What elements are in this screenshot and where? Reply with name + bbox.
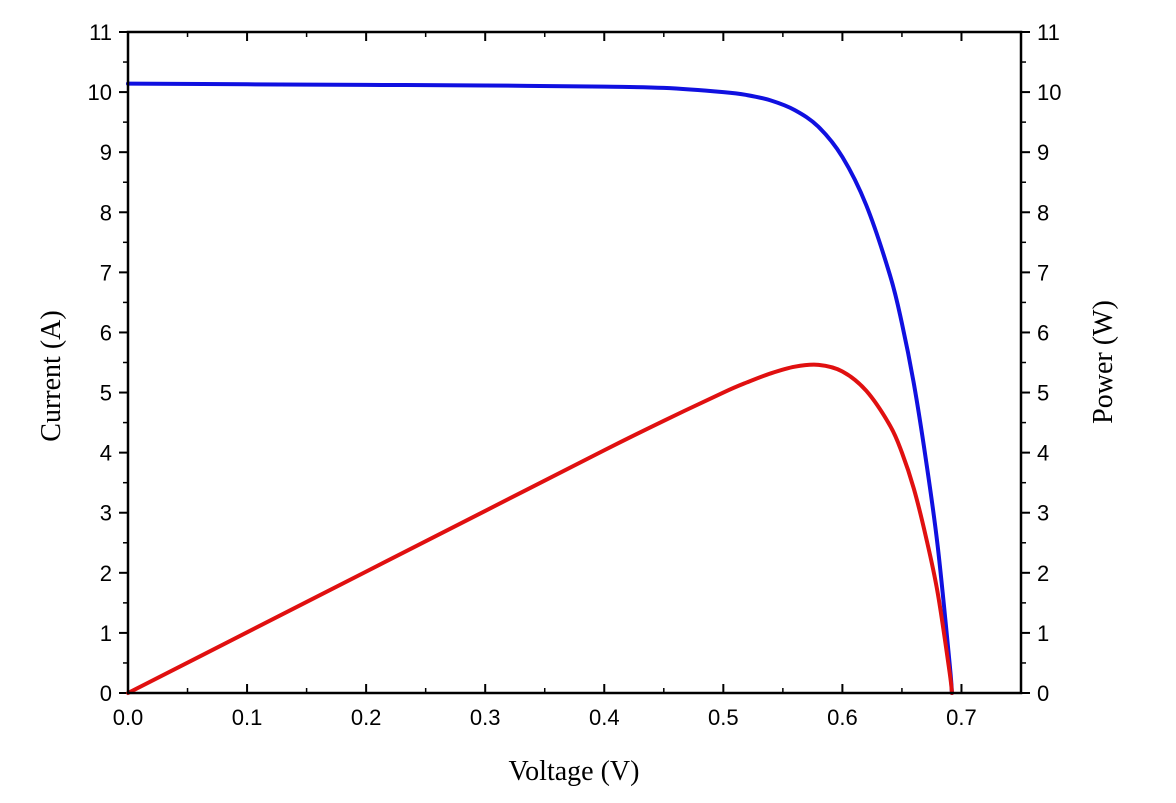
- y-axis-title-right: Power (W): [1088, 300, 1119, 424]
- y-left-tick-label: 0: [100, 681, 112, 706]
- y-left-tick-label: 1: [100, 621, 112, 646]
- y-right-tick-label: 7: [1037, 260, 1049, 285]
- y-right-tick-label: 9: [1037, 140, 1049, 165]
- x-axis-title: Voltage (V): [509, 756, 640, 787]
- ticks-layer: [119, 31, 1030, 694]
- y-left-tick-label: 7: [100, 260, 112, 285]
- y-right-tick-label: 0: [1037, 681, 1049, 706]
- y-left-tick-label: 8: [100, 200, 112, 225]
- x-tick-label: 0.3: [470, 705, 501, 730]
- y-left-tick-label: 10: [88, 80, 112, 105]
- x-tick-label: 0.7: [946, 705, 977, 730]
- x-tick-label: 0.2: [351, 705, 382, 730]
- tick-labels-layer: 0.0 0.1 0.2 0.3 0.4 0.5 0.6 0.70123456789101101…: [88, 20, 1062, 730]
- y-right-tick-label: 8: [1037, 200, 1049, 225]
- y-right-tick-label: 1: [1037, 621, 1049, 646]
- power-curve: [126, 362, 954, 695]
- y-left-tick-label: 9: [100, 140, 112, 165]
- y-axis-title-left: Current (A): [36, 310, 67, 441]
- y-left-tick-label: 5: [100, 381, 112, 406]
- y-left-tick-label: 2: [100, 561, 112, 586]
- y-right-tick-label: 5: [1037, 381, 1049, 406]
- series-layer: [126, 81, 954, 695]
- y-right-tick-label: 6: [1037, 320, 1049, 345]
- y-left-tick-label: 6: [100, 320, 112, 345]
- y-left-tick-label: 11: [89, 20, 112, 45]
- x-tick-label: 0.0: [113, 705, 144, 730]
- x-tick-label: 0.1: [232, 705, 263, 730]
- x-tick-label: 0.4: [589, 705, 620, 730]
- x-tick-label: 0.5: [708, 705, 739, 730]
- y-left-tick-label: 4: [100, 441, 112, 466]
- x-tick-label: 0.6: [827, 705, 858, 730]
- y-left-tick-label: 3: [100, 501, 112, 526]
- y-right-tick-label: 10: [1037, 80, 1061, 105]
- y-right-tick-label: 2: [1037, 561, 1049, 586]
- y-right-tick-label: 4: [1037, 441, 1049, 466]
- plot-frame: [126, 30, 1023, 695]
- current-curve: [126, 81, 954, 695]
- y-right-tick-label: 11: [1037, 20, 1060, 45]
- y-right-tick-label: 3: [1037, 501, 1049, 526]
